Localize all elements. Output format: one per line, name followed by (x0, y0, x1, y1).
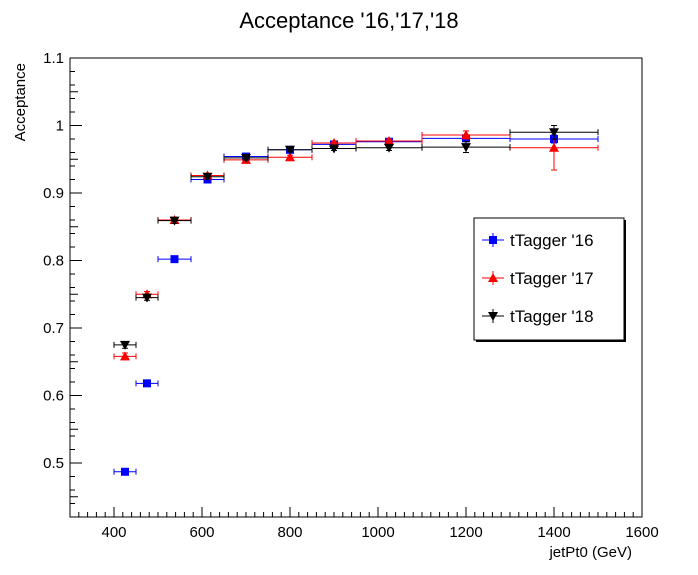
data-point-marker (120, 351, 130, 361)
data-point (355, 136, 423, 146)
data-point-marker (169, 216, 180, 226)
data-point (509, 125, 599, 140)
data-point (267, 145, 313, 155)
legend-item: tTagger '18 (482, 307, 594, 326)
data-point-marker (143, 379, 151, 388)
x-tick-label: 600 (189, 524, 214, 541)
legend: tTagger '16 tTagger '17 tTagger '18 (473, 217, 626, 342)
data-point-marker (549, 128, 559, 138)
y-axis-label: Acceptance (12, 63, 29, 141)
data-point (421, 129, 511, 140)
x-axis: 400 600 800 1000 1200 1400 1600 (69, 507, 659, 541)
data-point (113, 467, 137, 476)
data-point-marker (285, 145, 295, 155)
data-point-marker (488, 312, 498, 321)
data-point-marker (170, 255, 179, 264)
legend-label: tTagger '18 (510, 307, 594, 326)
data-point (157, 216, 192, 226)
data-point (311, 144, 357, 154)
data-point (190, 172, 225, 182)
data-point-marker (384, 136, 394, 146)
data-point-marker (329, 144, 339, 154)
chart-title: Acceptance '16,'17,'18 (239, 8, 458, 33)
data-point (421, 141, 511, 153)
data-point-marker (488, 273, 498, 282)
x-tick-label: 1000 (361, 524, 394, 541)
data-point-marker (121, 467, 129, 476)
data-point-marker (549, 142, 559, 152)
y-tick-label: 0.5 (43, 455, 64, 472)
data-point (223, 153, 269, 163)
data-point-marker (285, 152, 295, 162)
y-tick-label: 1 (56, 118, 64, 135)
y-tick-label: 0.8 (43, 253, 64, 270)
data-point (355, 143, 423, 153)
legend-label: tTagger '17 (510, 269, 594, 288)
y-tick-label: 0.6 (43, 388, 64, 405)
data-point-marker (461, 143, 471, 153)
data-point-marker (461, 129, 471, 139)
data-point-marker (241, 153, 251, 163)
data-point (157, 255, 192, 264)
data-point (113, 340, 137, 350)
x-tick-label: 1400 (537, 524, 570, 541)
data-point (135, 293, 159, 303)
x-tick-label: 1200 (449, 524, 482, 541)
y-tick-label: 0.7 (43, 320, 64, 337)
data-point (113, 351, 137, 361)
data-point (267, 152, 313, 162)
y-axis: 0.5 0.6 0.7 0.8 0.9 1 1.1 (43, 50, 82, 518)
legend-item: tTagger '16 (482, 231, 594, 250)
legend-label: tTagger '16 (510, 231, 594, 250)
series-3 (113, 125, 599, 350)
x-tick-label: 1600 (625, 524, 658, 541)
data-point-marker (384, 143, 394, 153)
data-point-marker (120, 340, 130, 350)
legend-item: tTagger '17 (482, 269, 594, 288)
data-point-marker (202, 172, 213, 182)
legend-box (473, 217, 625, 341)
data-point-marker (142, 293, 152, 303)
x-axis-label: jetPt0 (GeV) (548, 544, 632, 561)
data-point (135, 379, 159, 388)
y-tick-label: 0.9 (43, 185, 64, 202)
data-series (113, 125, 599, 476)
x-tick-label: 800 (277, 524, 302, 541)
y-tick-label: 1.1 (43, 50, 64, 67)
data-point-marker (489, 236, 497, 244)
x-tick-label: 400 (101, 524, 126, 541)
